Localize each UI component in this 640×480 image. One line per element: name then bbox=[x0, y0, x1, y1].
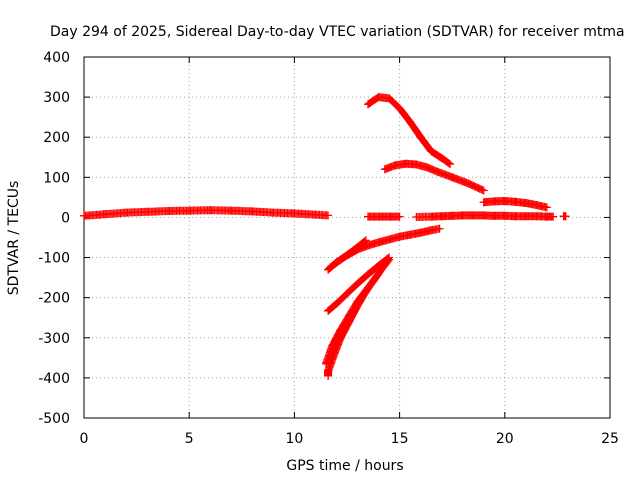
x-tick-label: 20 bbox=[496, 431, 514, 447]
series-trace bbox=[479, 197, 550, 212]
series-arc-12 bbox=[321, 269, 383, 368]
data-series bbox=[80, 93, 570, 380]
series-trace bbox=[412, 211, 556, 221]
series-trace bbox=[324, 254, 392, 315]
y-tick-label: 100 bbox=[43, 170, 70, 186]
y-tick-label: 200 bbox=[43, 130, 70, 146]
axis-ticks: 0 5 10 15 20 25 -500 -400 -300 -200 -100 0 100 200 300… bbox=[38, 50, 619, 447]
series-trace bbox=[559, 212, 569, 221]
series-arc-2 bbox=[364, 93, 455, 169]
series-arc-9 bbox=[326, 236, 370, 272]
y-tick-label: -300 bbox=[38, 331, 70, 347]
x-tick-label: 0 bbox=[80, 431, 89, 447]
y-tick-label: -500 bbox=[38, 411, 70, 427]
y-tick-label: 400 bbox=[43, 50, 70, 66]
x-tick-label: 5 bbox=[185, 431, 194, 447]
x-tick-label: 15 bbox=[391, 431, 409, 447]
series-arc-4 bbox=[479, 196, 551, 212]
chart-title: Day 294 of 2025, Sidereal Day-to-day VTE… bbox=[50, 24, 625, 40]
plot-frame bbox=[83, 56, 611, 419]
series-trace bbox=[322, 270, 382, 368]
y-tick-label: 300 bbox=[43, 90, 70, 106]
y-tick-label: -400 bbox=[38, 371, 70, 387]
series-trace bbox=[364, 212, 403, 221]
x-axis-label: GPS time / hours bbox=[286, 458, 403, 474]
x-tick-label: 10 bbox=[285, 431, 303, 447]
y-tick-label: -200 bbox=[38, 291, 70, 307]
series-trace bbox=[380, 159, 487, 194]
series-arc-5 bbox=[364, 212, 404, 221]
series-arc-7 bbox=[559, 212, 570, 221]
series-trace bbox=[324, 367, 333, 380]
series-arc-13 bbox=[324, 365, 333, 380]
y-tick-label: 0 bbox=[61, 210, 70, 226]
series-arc-6 bbox=[412, 211, 558, 222]
series-trace bbox=[326, 237, 369, 272]
series-arc-1 bbox=[80, 206, 333, 220]
series-trace bbox=[80, 206, 331, 220]
series-trace bbox=[364, 93, 453, 168]
series-arc-3 bbox=[380, 159, 488, 195]
y-axis-label: SDTVAR / TECUs bbox=[6, 181, 22, 296]
x-tick-label: 25 bbox=[601, 431, 619, 447]
y-tick-label: -100 bbox=[38, 251, 70, 267]
